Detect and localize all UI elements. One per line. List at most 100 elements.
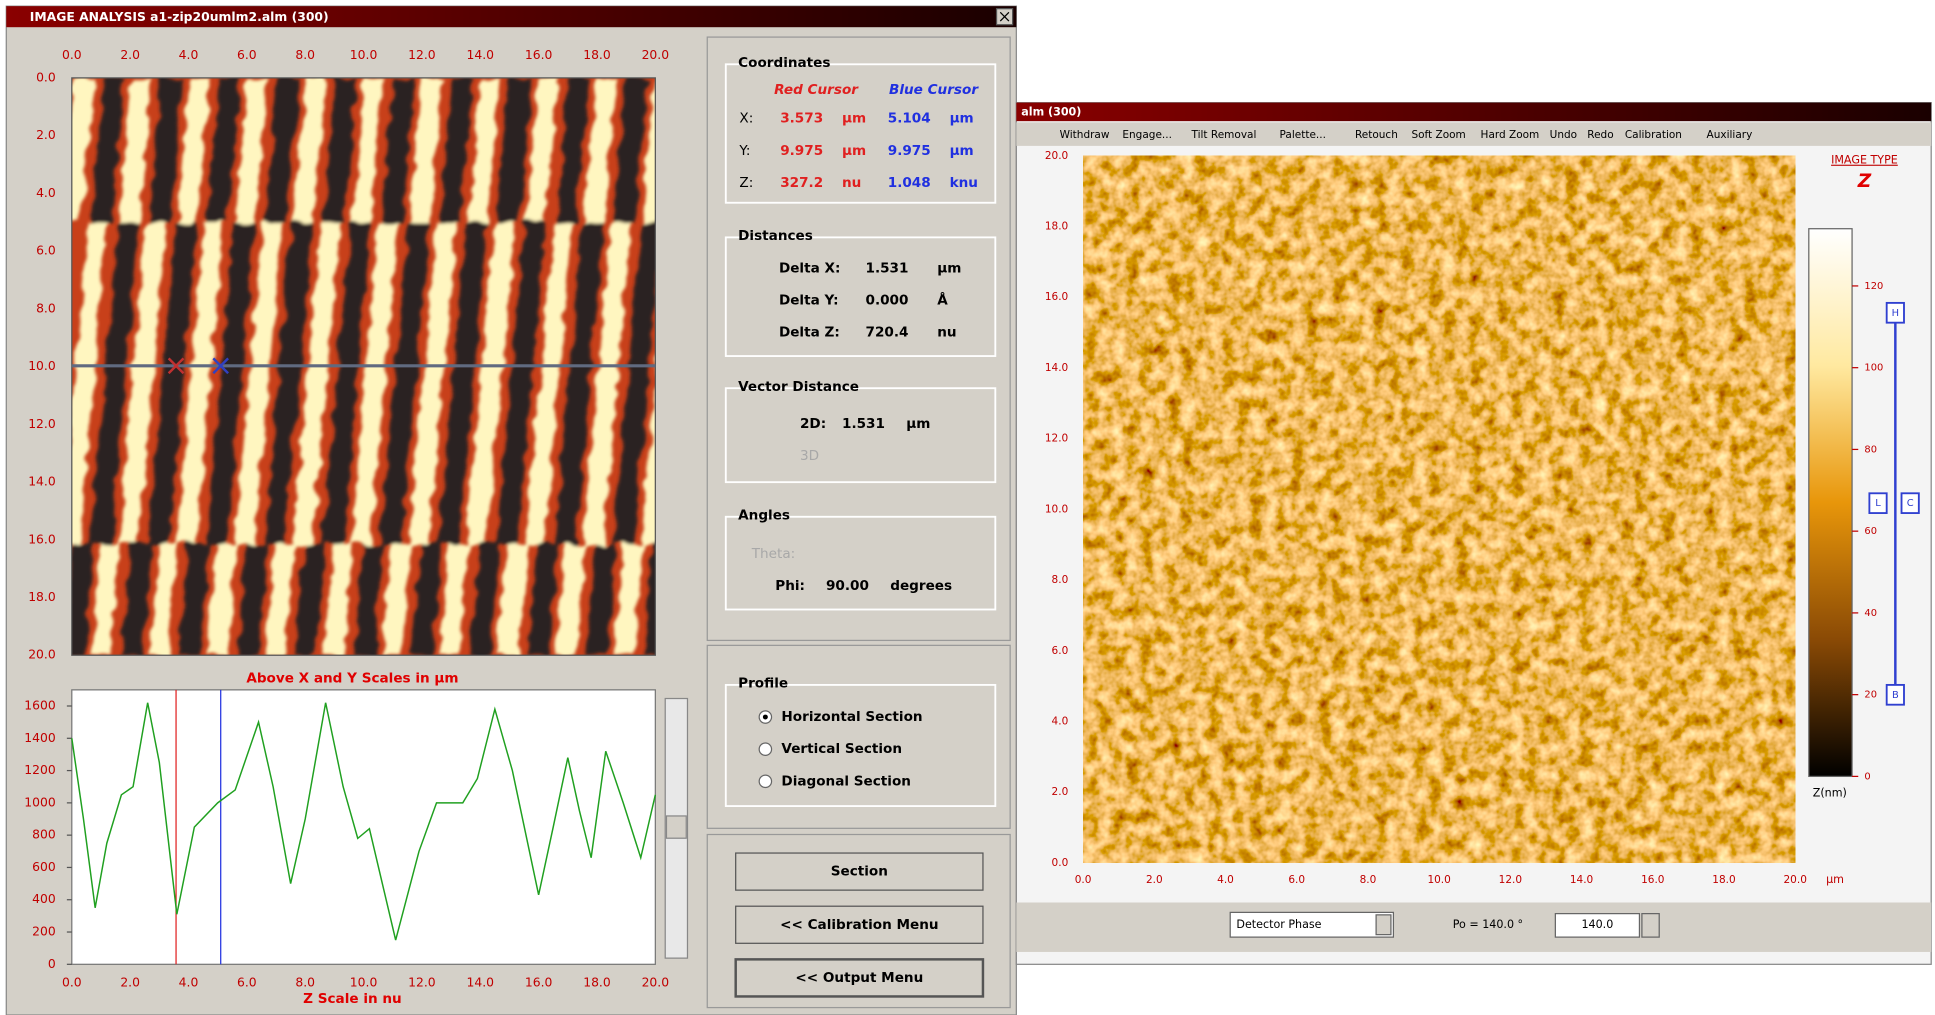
dark-stripe xyxy=(120,543,152,656)
button-label: << Output Menu xyxy=(795,970,923,986)
group-heading: Distances xyxy=(738,228,813,244)
unit: µm xyxy=(842,143,866,159)
colorbar-label: Z(nm) xyxy=(1813,787,1847,800)
y-tick-label: 800 xyxy=(32,828,56,842)
afm-image-right xyxy=(1083,155,1796,863)
unit: µm xyxy=(950,111,974,127)
menu-item[interactable]: Engage... xyxy=(1122,129,1172,141)
red-value: 9.975 xyxy=(780,143,823,159)
y-axis-label: 8.0 xyxy=(1052,574,1069,586)
po-input[interactable] xyxy=(1554,913,1641,938)
label: Z: xyxy=(739,175,753,191)
dark-stripe xyxy=(438,222,488,544)
dark-stripe xyxy=(497,77,532,223)
bright-stripe xyxy=(149,543,179,656)
group-heading: Angles xyxy=(738,508,790,524)
unit: knu xyxy=(950,175,978,191)
group-heading: Coordinates xyxy=(738,55,830,71)
x-axis-label: 0.0 xyxy=(1075,874,1092,886)
scroll-thumb[interactable] xyxy=(665,815,687,839)
image-type-label: IMAGE TYPE xyxy=(1831,154,1898,167)
slider-marker-label: H xyxy=(1892,308,1899,319)
menu-item[interactable]: Calibration xyxy=(1625,129,1682,141)
disabled-label: Theta: xyxy=(751,546,795,562)
slider-marker[interactable] xyxy=(1900,492,1920,514)
group-box xyxy=(724,63,997,204)
red-value: 3.573 xyxy=(780,111,823,127)
bright-stripe xyxy=(234,222,283,544)
group-heading: Profile xyxy=(738,676,788,692)
x-tick-label: 0.0 xyxy=(62,975,82,989)
dark-stripe xyxy=(496,222,546,544)
dark-stripe xyxy=(264,77,299,223)
x-axis-label: 14.0 xyxy=(467,48,495,62)
dark-stripe xyxy=(147,222,197,544)
x-tick-label: 14.0 xyxy=(467,975,495,989)
dark-stripe xyxy=(439,77,473,223)
dark-stripe xyxy=(322,222,372,544)
y-tick-label: 1600 xyxy=(24,698,56,712)
group-box xyxy=(724,387,997,484)
menu-item[interactable]: Auxiliary xyxy=(1707,129,1753,141)
menu-item[interactable]: Palette... xyxy=(1280,129,1326,141)
bright-stripe xyxy=(525,77,559,223)
x-tick-label: 10.0 xyxy=(350,975,378,989)
label: Diagonal Section xyxy=(781,773,911,789)
value: 720.4 xyxy=(866,325,909,341)
blue-value: 1.048 xyxy=(888,175,931,191)
x-tick-label: 6.0 xyxy=(237,975,257,989)
x-axis-label: 16.0 xyxy=(525,48,553,62)
button-label: << Calibration Menu xyxy=(780,917,938,933)
button[interactable] xyxy=(735,852,984,891)
bright-stripe xyxy=(350,222,399,544)
bright-stripe xyxy=(119,77,152,223)
detector-select[interactable] xyxy=(1229,911,1395,938)
y-tick-label: 1200 xyxy=(24,763,56,777)
radio-button[interactable] xyxy=(758,742,773,756)
x-axis-label: 12.0 xyxy=(408,48,436,62)
y-axis-label: 4.0 xyxy=(1052,716,1069,728)
colorbar-tick-label: 0 xyxy=(1864,771,1870,782)
y-axis-label: 12.0 xyxy=(28,417,56,431)
detector: Detector Phase xyxy=(1236,918,1321,931)
menu-item[interactable]: Withdraw xyxy=(1060,129,1110,141)
y-axis-label: 6.0 xyxy=(1052,645,1069,657)
red-cursor-label: Red Cursor xyxy=(774,82,859,98)
button[interactable] xyxy=(734,958,985,998)
menu-item[interactable]: Soft Zoom xyxy=(1411,129,1465,141)
dark-stripe xyxy=(411,543,443,656)
menu-item[interactable]: Undo xyxy=(1550,129,1577,141)
menu-item[interactable]: Retouch xyxy=(1355,129,1398,141)
y-tick-label: 1000 xyxy=(24,795,56,809)
spinner[interactable] xyxy=(1641,913,1660,938)
menu-item[interactable]: Tilt Removal xyxy=(1191,129,1257,141)
x-tick-label: 16.0 xyxy=(525,975,553,989)
select-arrow[interactable] xyxy=(1375,914,1392,936)
menu-item[interactable]: Hard Zoom xyxy=(1481,129,1540,141)
slider-marker[interactable] xyxy=(1885,683,1905,706)
value: 90.00 xyxy=(826,578,869,594)
unit: nu xyxy=(937,325,956,341)
y-axis-label: 20.0 xyxy=(28,648,56,662)
menu-item[interactable]: Redo xyxy=(1587,129,1613,141)
radio-button[interactable] xyxy=(758,774,773,789)
dark-stripe xyxy=(527,543,559,656)
bright-stripe xyxy=(118,222,167,544)
bright-stripe xyxy=(614,543,644,656)
slider-marker[interactable] xyxy=(1885,301,1905,324)
bright-stripe xyxy=(293,77,326,223)
dark-stripe xyxy=(89,222,139,544)
dark-stripe xyxy=(323,77,357,223)
dark-stripe xyxy=(205,222,256,544)
right-window-title: alm (300) xyxy=(1021,106,1081,119)
po-label: Po = 140.0 ° xyxy=(1453,918,1523,931)
button[interactable] xyxy=(735,905,984,944)
colorbar xyxy=(1808,228,1853,778)
colorbar-tick-label: 80 xyxy=(1864,444,1877,455)
slider-marker[interactable] xyxy=(1868,492,1888,514)
value: 0.000 xyxy=(866,292,909,308)
y-axis-label: 4.0 xyxy=(36,186,56,200)
bright-stripe xyxy=(409,77,443,223)
label: Delta Z: xyxy=(779,325,840,341)
bright-stripe xyxy=(351,77,384,223)
